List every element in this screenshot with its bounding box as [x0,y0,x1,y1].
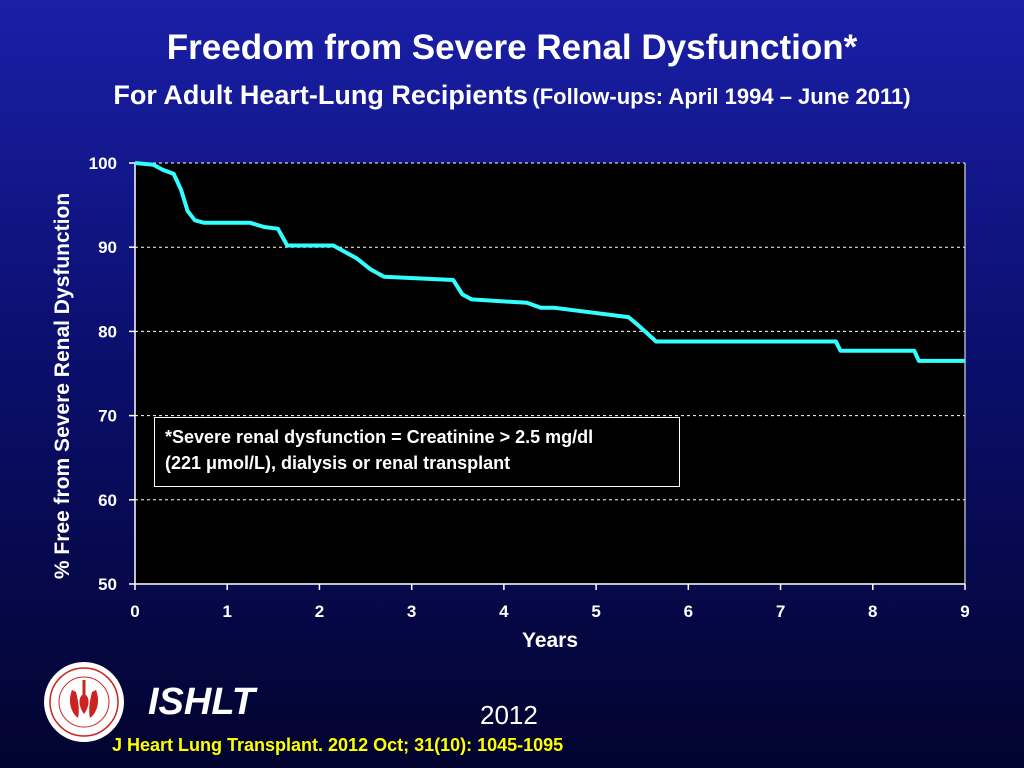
x-tick-label-8: 8 [868,602,877,621]
y-tick-label-70: 70 [98,407,117,426]
y-axis-label: % Free from Severe Renal Dysfunction [51,193,74,579]
x-axis-label: Years [522,629,578,652]
gridlines [135,162,965,501]
x-tick-label-1: 1 [222,602,231,621]
subtitle-main: For Adult Heart-Lung Recipients [113,80,528,110]
org-name: ISHLT [148,681,255,723]
subtitle-detail: (Follow-ups: April 1994 – June 2011) [532,84,911,109]
publication-year: 2012 [480,700,538,730]
y-tick-label-90: 90 [98,238,117,257]
x-tick-label-4: 4 [499,602,509,621]
x-tick-label-3: 3 [407,602,416,621]
footnote-line-1: *Severe renal dysfunction = Creatinine >… [165,427,594,447]
citation: J Heart Lung Transplant. 2012 Oct; 31(10… [112,735,564,755]
x-tick-label-5: 5 [591,602,600,621]
plot-area [135,163,965,584]
chart-subtitle: For Adult Heart-Lung Recipients (Follow-… [0,78,1024,117]
x-tick-label-7: 7 [776,602,785,621]
freedom-curve [134,161,965,363]
footnote-line-2: (221 μmol/L), dialysis or renal transpla… [165,453,511,473]
y-tick-label-50: 50 [98,575,117,594]
y-tick-label-100: 100 [89,154,117,173]
chart-title: Freedom from Severe Renal Dysfunction* [166,28,858,67]
y-axis-ticks: 50 60 70 80 90 100 [89,154,135,594]
x-tick-label-9: 9 [960,602,969,621]
x-axis-ticks: 0 1 2 3 4 5 6 7 8 9 [130,584,970,621]
ishlt-seal-icon [44,662,124,742]
y-tick-label-60: 60 [98,491,117,510]
x-tick-label-2: 2 [315,602,324,621]
y-tick-label-80: 80 [98,322,117,341]
axes [134,163,966,585]
x-tick-label-6: 6 [684,602,693,621]
x-tick-label-0: 0 [130,602,139,621]
footnote-box: *Severe renal dysfunction = Creatinine >… [154,417,680,487]
